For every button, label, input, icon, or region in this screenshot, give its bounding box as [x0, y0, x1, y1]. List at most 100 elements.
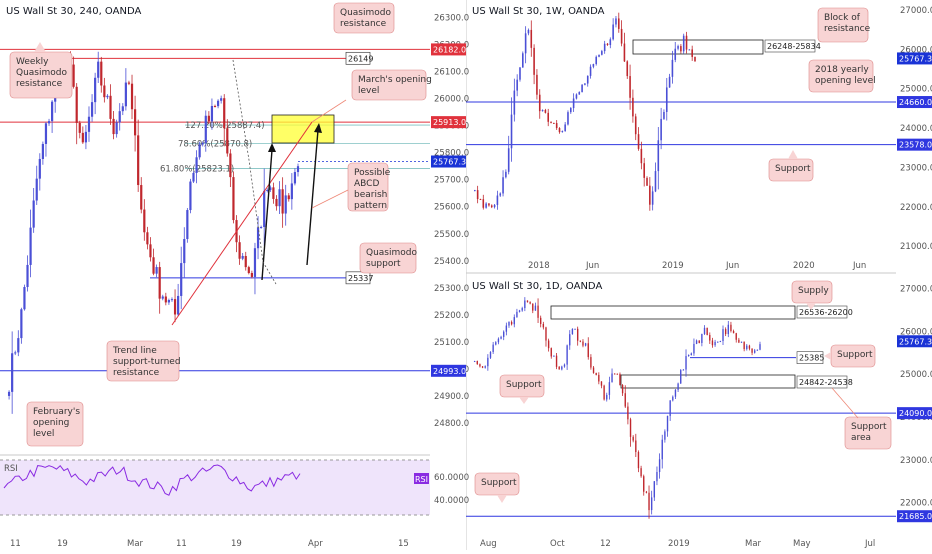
p1-candle: [78, 122, 81, 133]
p1-candle: [220, 98, 223, 101]
p2-candle: [493, 204, 496, 208]
p1-rsi-tick: 60.0000: [434, 473, 469, 483]
p1-box-label-bg: [345, 271, 371, 285]
p2-candle: [606, 43, 609, 46]
p3-candle: [682, 369, 685, 371]
p3-y-tick: 22000.0: [900, 499, 932, 509]
p1-candle: [201, 142, 204, 145]
p1-note-march-bubble: [351, 69, 427, 101]
p2-x-tick: 2019: [662, 261, 684, 271]
p2-y-tick: 26000.0: [900, 45, 932, 55]
p3-candle: [587, 343, 589, 358]
p3-candle: [658, 459, 661, 473]
p1-note-trend-bubble: [106, 340, 180, 382]
p2-candle: [544, 109, 547, 113]
p2-candle: [550, 121, 552, 123]
p1-note-feb-text: February's: [33, 407, 80, 417]
p3-candle: [759, 344, 761, 350]
p2-candle: [474, 190, 476, 192]
p3-candle: [495, 342, 497, 345]
p3-candle: [698, 340, 700, 343]
p3-candle: [497, 338, 500, 343]
p1-candle: [81, 132, 84, 143]
p2-candle: [485, 203, 487, 208]
p3-candle: [695, 340, 698, 344]
p3-candle: [732, 330, 735, 334]
p1-note-feb-text: opening: [33, 418, 69, 428]
p3-candle: [487, 357, 489, 367]
p1-box-label-bg: [345, 51, 371, 65]
p2-candle: [595, 56, 598, 65]
p3-candle: [653, 481, 656, 498]
p3-candle: [635, 440, 637, 453]
p1-y-tick: 25700.0: [434, 176, 469, 186]
p2-candle: [623, 43, 626, 62]
p1-candle: [186, 210, 189, 240]
p3-candle: [524, 300, 526, 309]
p3-y-tick: 27000.0: [900, 284, 932, 294]
p1-y-tick: 26000.0: [434, 95, 469, 105]
p2-price-tag-bg: [897, 52, 932, 65]
p2-candle: [685, 35, 688, 50]
p3-candle: [711, 340, 714, 346]
p2-candle: [567, 112, 569, 125]
p1-y-tick: 24900.0: [434, 392, 469, 402]
p1-candle: [290, 183, 293, 200]
p1-note-connector: [311, 189, 349, 209]
p1-note-abcd-text: Possible: [354, 168, 391, 178]
p3-candle: [476, 361, 478, 365]
p3-candle: [629, 419, 632, 437]
p1-x-tick: 19: [231, 539, 242, 549]
p1-box-label: 26149: [348, 54, 373, 63]
p1-candle: [7, 391, 11, 396]
p3-x-tick: 12: [600, 539, 611, 549]
p2-candle: [643, 163, 645, 178]
p1-note-qm-sup-text: Quasimodo: [366, 248, 417, 258]
p3-supply-zone: [550, 305, 796, 320]
p3-price-tag-bg: [897, 335, 932, 348]
p2-candle: [620, 28, 623, 44]
p3-candle: [574, 328, 576, 330]
p1-candle: [103, 85, 106, 98]
p3-x-tick: Oct: [550, 539, 565, 549]
p2-y-tick: 25000.0: [900, 85, 932, 95]
p1-candle: [281, 189, 284, 214]
p1-arrow-head: [314, 123, 322, 133]
p3-note-support-low-text: Support: [481, 478, 517, 488]
p1-note-qm-sup-bubble: [359, 242, 417, 274]
p1-candle: [263, 190, 266, 228]
p3-candle: [481, 366, 484, 368]
p3-candle: [510, 321, 513, 325]
p3-note-supply-tail: [806, 303, 816, 310]
p1-candle: [284, 195, 287, 214]
chart-title-daily: US Wall St 30, 1D, OANDA: [472, 281, 602, 292]
p1-candle: [155, 267, 158, 274]
p3-candle: [611, 373, 613, 383]
p3-box-label: 25385: [799, 354, 824, 363]
p1-candle: [170, 299, 174, 301]
p1-y-tick: 25800.0: [434, 149, 469, 159]
p1-candle: [207, 115, 210, 122]
panel-4h: 26300.026200.026100.026000.025900.025800…: [0, 2, 469, 549]
p3-candle: [569, 334, 571, 346]
p2-candle: [538, 94, 541, 112]
p1-candle: [32, 200, 35, 228]
p1-candle: [20, 309, 23, 339]
p2-candle: [533, 47, 535, 75]
p2-candle: [479, 199, 482, 201]
p2-candle: [603, 43, 606, 52]
p2-candle: [626, 61, 629, 77]
p2-candle: [609, 39, 612, 46]
p1-candle: [210, 105, 214, 122]
p3-y-tick: 25000.0: [900, 370, 932, 380]
p3-candle: [579, 340, 582, 342]
p1-candle: [226, 128, 229, 154]
p3-candle: [672, 396, 674, 401]
p3-candle: [532, 303, 534, 311]
panel-daily: 27000.026000.025000.024000.023000.022000…: [466, 280, 932, 549]
p3-candle: [561, 366, 563, 370]
p2-candle: [519, 67, 521, 80]
p2-candle: [578, 92, 581, 95]
p3-candle: [600, 381, 603, 386]
p1-candle: [244, 255, 247, 268]
